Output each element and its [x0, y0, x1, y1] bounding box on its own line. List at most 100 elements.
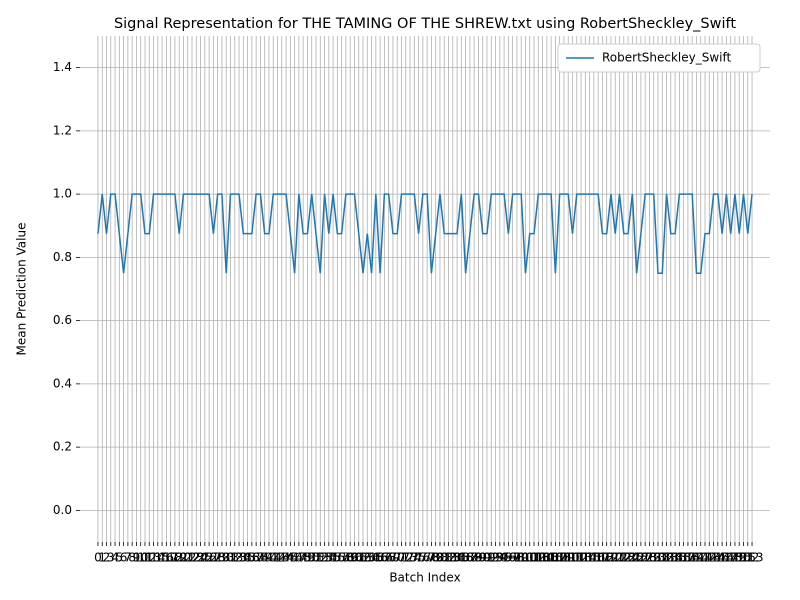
- x-tick-label: 84: [449, 551, 464, 565]
- x-tick-label: 2: [103, 551, 111, 565]
- x-tick-label: 60: [347, 551, 362, 565]
- x-tick-label: 55: [325, 551, 340, 565]
- x-tick-label: 47: [291, 551, 306, 565]
- x-tick-label: 132: [651, 551, 674, 565]
- y-tick-label: 1.4: [53, 60, 72, 74]
- x-tick-label: 15: [154, 551, 169, 565]
- x-tick-label: 9: [133, 551, 141, 565]
- y-tick-label: 0.8: [53, 250, 72, 264]
- x-tick-label: 118: [591, 551, 614, 565]
- x-tick-label: 54: [321, 551, 336, 565]
- x-tick-label: 93: [488, 551, 503, 565]
- x-tick-label: 21: [180, 551, 195, 565]
- x-tick-label: 50: [304, 551, 319, 565]
- x-tick-label: 43: [274, 551, 289, 565]
- x-tick-label: 123: [612, 551, 635, 565]
- x-tick-label: 136: [668, 551, 691, 565]
- x-tick-label: 142: [694, 551, 717, 565]
- x-tick-label: 5: [116, 551, 124, 565]
- x-tick-label: 77: [419, 551, 434, 565]
- x-tick-label: 82: [441, 551, 456, 565]
- x-tick-label: 22: [184, 551, 199, 565]
- x-tick-label: 148: [719, 551, 742, 565]
- x-tick-label: 89: [471, 551, 486, 565]
- x-tick-label: 24: [193, 551, 208, 565]
- x-tick-label: 140: [685, 551, 708, 565]
- y-tick-label: 0.6: [53, 313, 72, 327]
- x-tick-label: 40: [261, 551, 276, 565]
- x-tick-label: 29: [214, 551, 229, 565]
- x-tick-label: 67: [377, 551, 392, 565]
- x-tick-label: 12: [142, 551, 157, 565]
- x-tick-label: 109: [552, 551, 575, 565]
- x-tick-label: 63: [360, 551, 375, 565]
- x-tick-label: 3: [107, 551, 115, 565]
- x-tick-label: 128: [634, 551, 657, 565]
- x-tick-label: 30: [219, 551, 234, 565]
- x-tick-label: 41: [266, 551, 281, 565]
- x-tick-label: 71: [394, 551, 409, 565]
- x-tick-label: 141: [689, 551, 712, 565]
- x-tick-label: 97: [505, 551, 520, 565]
- x-tick-label: 107: [544, 551, 567, 565]
- x-tick-label: 112: [565, 551, 588, 565]
- x-tick-label: 8: [128, 551, 136, 565]
- x-tick-label: 81: [437, 551, 452, 565]
- x-tick-label: 6: [120, 551, 128, 565]
- x-tick-label: 59: [343, 551, 358, 565]
- x-tick-label: 73: [402, 551, 417, 565]
- x-tick-label: 106: [540, 551, 563, 565]
- x-tick-label: 92: [484, 551, 499, 565]
- x-tick-label: 133: [655, 551, 678, 565]
- x-tick-label: 125: [621, 551, 644, 565]
- x-tick-label: 32: [227, 551, 242, 565]
- x-tick-label: 75: [411, 551, 426, 565]
- x-tick-label: 100: [514, 551, 537, 565]
- x-tick-label: 110: [557, 551, 580, 565]
- x-tick-label: 25: [197, 551, 212, 565]
- y-tick-label: 0.2: [53, 440, 72, 454]
- x-tick-label: 90: [475, 551, 490, 565]
- x-tick-label: 117: [587, 551, 610, 565]
- x-tick-label: 99: [514, 551, 529, 565]
- x-tick-label: 111: [561, 551, 584, 565]
- x-tick-label: 57: [334, 551, 349, 565]
- x-tick-label: 69: [385, 551, 400, 565]
- x-tick-label: 80: [432, 551, 447, 565]
- x-tick-label: 119: [595, 551, 618, 565]
- x-tick-label: 16: [159, 551, 174, 565]
- x-tick-label: 151: [732, 551, 755, 565]
- x-tick-label: 26: [201, 551, 216, 565]
- x-tick-label: 131: [647, 551, 670, 565]
- x-tick-label: 130: [642, 551, 665, 565]
- x-tick-label: 34: [236, 551, 251, 565]
- x-tick-label: 66: [372, 551, 387, 565]
- y-tick-label: 0.4: [53, 376, 72, 390]
- x-tick-label: 104: [531, 551, 554, 565]
- x-tick-label: 101: [518, 551, 541, 565]
- x-tick-label: 39: [257, 551, 272, 565]
- x-tick-label: 61: [351, 551, 366, 565]
- x-tick-label: 37: [248, 551, 263, 565]
- x-tick-label: 36: [244, 551, 259, 565]
- x-tick-label: 85: [454, 551, 469, 565]
- legend-box: [557, 43, 761, 73]
- x-tick-label: 88: [467, 551, 482, 565]
- x-tick-label: 105: [535, 551, 558, 565]
- x-tick-label: 1: [98, 551, 106, 565]
- x-tick-label: 143: [698, 551, 721, 565]
- x-tick-label: 91: [479, 551, 494, 565]
- x-tick-label: 76: [415, 551, 430, 565]
- x-tick-label: 122: [608, 551, 631, 565]
- x-tick-label: 138: [676, 551, 699, 565]
- x-tick-label: 45: [283, 551, 298, 565]
- x-tick-label: 135: [664, 551, 687, 565]
- x-tick-label: 79: [428, 551, 443, 565]
- x-tick-label: 137: [672, 551, 695, 565]
- x-tick-label: 120: [600, 551, 623, 565]
- x-tick-label: 70: [390, 551, 405, 565]
- x-tick-label: 74: [407, 551, 422, 565]
- y-tick-label: 0.0: [53, 503, 72, 517]
